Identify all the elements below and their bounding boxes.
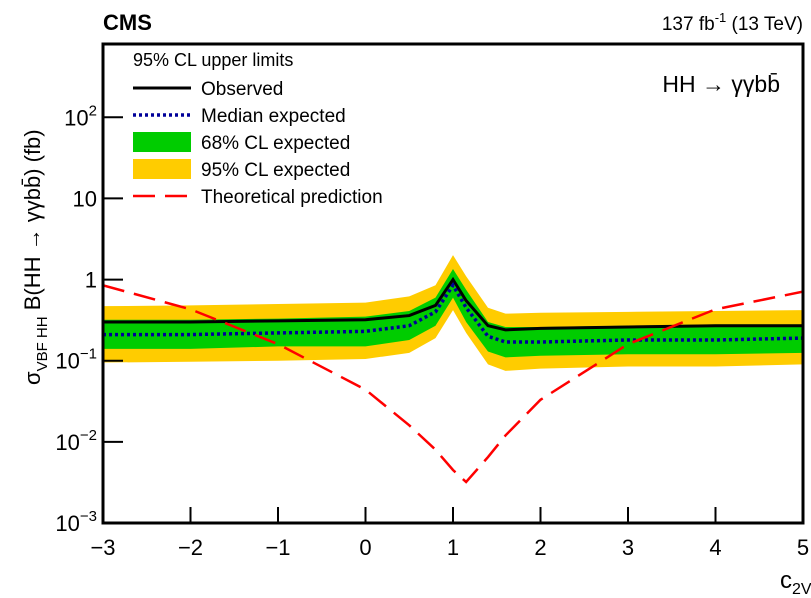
x-label-sub: 2V	[792, 581, 811, 598]
legend-label: 68% CL expected	[201, 133, 350, 154]
y-tick-exponent: −1	[80, 346, 97, 363]
y-tick-label: 1	[85, 268, 97, 293]
y-tick-exponent: −3	[80, 508, 97, 525]
legend-swatch	[133, 132, 191, 152]
legend-swatch	[133, 159, 191, 179]
y-tick-base: 10	[55, 349, 79, 374]
y-tick-label: 10−1	[55, 346, 97, 374]
y-tick-label: 10−3	[55, 508, 97, 536]
y-tick-base: 10	[64, 105, 88, 130]
series-line	[103, 284, 803, 484]
x-tick-label: −1	[265, 535, 290, 560]
legend-title: 95% CL upper limits	[133, 50, 293, 70]
series-line	[103, 276, 803, 332]
y-axis-label: σVBF HH B(HH → γγbb̄) (fb)	[20, 129, 51, 385]
y-label-text: σ	[20, 371, 45, 385]
y-tick-exponent: −2	[80, 427, 97, 444]
y-tick-base: 10	[55, 511, 79, 536]
x-tick-label: 3	[622, 535, 634, 560]
x-tick-label: −3	[90, 535, 115, 560]
lumi-sup: -1	[715, 10, 727, 25]
y-tick-exponent: 2	[89, 102, 97, 119]
legend-label: 95% CL expected	[201, 160, 350, 181]
x-axis-label: c2V	[780, 567, 811, 598]
band	[103, 268, 803, 358]
y-tick-label: 10	[73, 186, 97, 211]
lumi-label: 137 fb-1 (13 TeV)	[662, 10, 803, 35]
lumi-text: 137 fb	[662, 14, 715, 35]
x-label-text: c	[780, 567, 792, 594]
legend-label: Theoretical prediction	[201, 187, 383, 208]
y-label-rest: B(HH → γγbb̄) (fb)	[20, 129, 45, 316]
legend-label: Observed	[201, 79, 283, 100]
x-tick-label: −2	[178, 535, 203, 560]
experiment-label: CMS	[103, 10, 152, 35]
data-layer	[103, 255, 803, 484]
x-tick-label: 1	[447, 535, 459, 560]
x-tick-label: 2	[534, 535, 546, 560]
y-tick-base: 10	[55, 430, 79, 455]
x-tick-label: 5	[797, 535, 809, 560]
lumi-rest: (13 TeV)	[726, 14, 803, 35]
x-tick-label: 0	[359, 535, 371, 560]
process-label: HH → γγbb̄	[662, 71, 780, 97]
y-tick-label: 10−2	[55, 427, 97, 455]
y-label-sub: VBF HH	[34, 316, 51, 371]
legend-label: Median expected	[201, 106, 346, 127]
y-tick-label: 102	[64, 102, 97, 130]
x-tick-label: 4	[709, 535, 721, 560]
